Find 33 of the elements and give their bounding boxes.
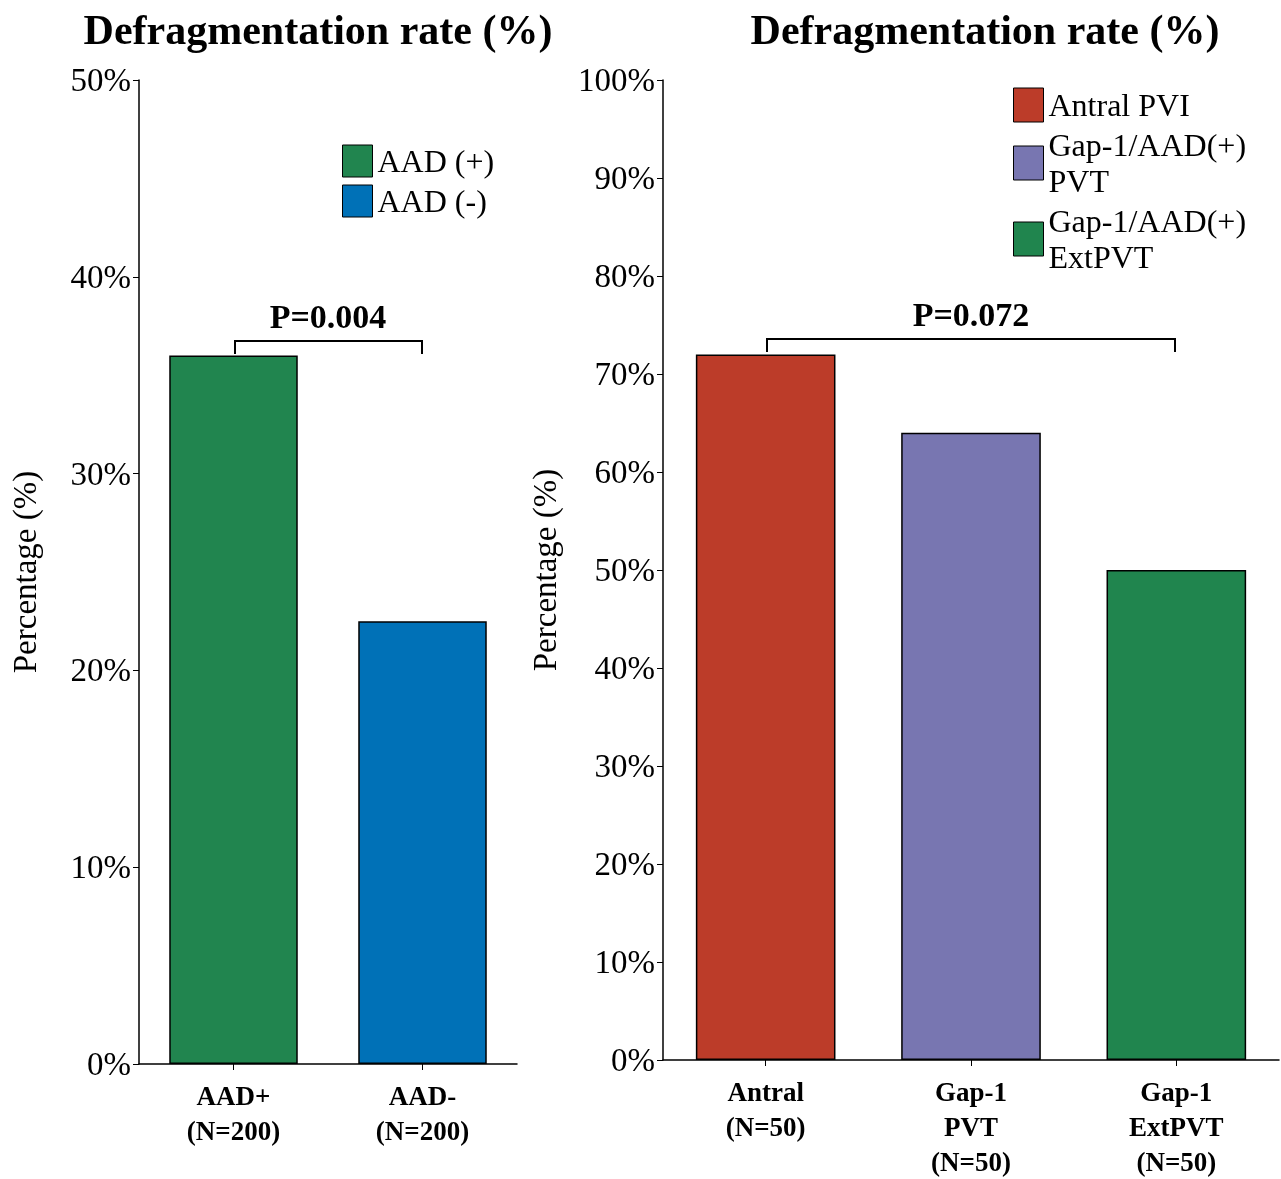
legend-label: AAD (+)	[377, 143, 495, 179]
legend-label: Gap-1/AAD(+) PVT	[1048, 127, 1247, 199]
y-tick-label: 10%	[70, 849, 131, 886]
y-tick-label: 20%	[594, 846, 655, 882]
y-tick-label: 100%	[578, 62, 655, 98]
legend-label: AAD (-)	[377, 183, 487, 219]
y-tick-label: 10%	[594, 944, 655, 980]
x-tick-label: Gap-1 ExtPVT (N=50)	[1129, 1076, 1224, 1177]
y-axis-title: Percentage (%)	[6, 470, 44, 674]
y-tick-label: 20%	[70, 652, 131, 689]
y-tick-label: 40%	[594, 650, 655, 686]
y-tick-label: 90%	[594, 160, 655, 196]
y-tick-label: 30%	[594, 748, 655, 784]
y-tick-label: 50%	[594, 552, 655, 588]
chart-title: Defragmentation rate (%)	[83, 7, 553, 54]
y-tick-label: 0%	[87, 1046, 131, 1082]
chart-title: Defragmentation rate (%)	[750, 7, 1220, 54]
y-tick-label: 60%	[594, 454, 655, 490]
y-tick-label: 30%	[70, 455, 131, 492]
x-tick-label: Antral (N=50)	[725, 1076, 806, 1142]
x-tick-label: AAD+ (N=200)	[186, 1080, 281, 1146]
y-tick-label: 80%	[594, 258, 655, 294]
y-tick-label: 50%	[70, 62, 131, 98]
annotation: P=0.004	[269, 297, 387, 336]
y-tick-label: 40%	[70, 258, 131, 295]
legend-label: Antral PVI	[1048, 87, 1190, 123]
y-tick-label: 0%	[611, 1042, 655, 1078]
x-tick-label: Gap-1 PVT (N=50)	[931, 1076, 1011, 1177]
y-axis-title: Percentage (%)	[526, 468, 564, 672]
legend-label: Gap-1/AAD(+) ExtPVT	[1048, 203, 1247, 275]
y-tick-label: 70%	[594, 356, 655, 392]
annotation: P=0.072	[912, 296, 1030, 335]
x-tick-label: AAD- (N=200)	[375, 1080, 470, 1146]
